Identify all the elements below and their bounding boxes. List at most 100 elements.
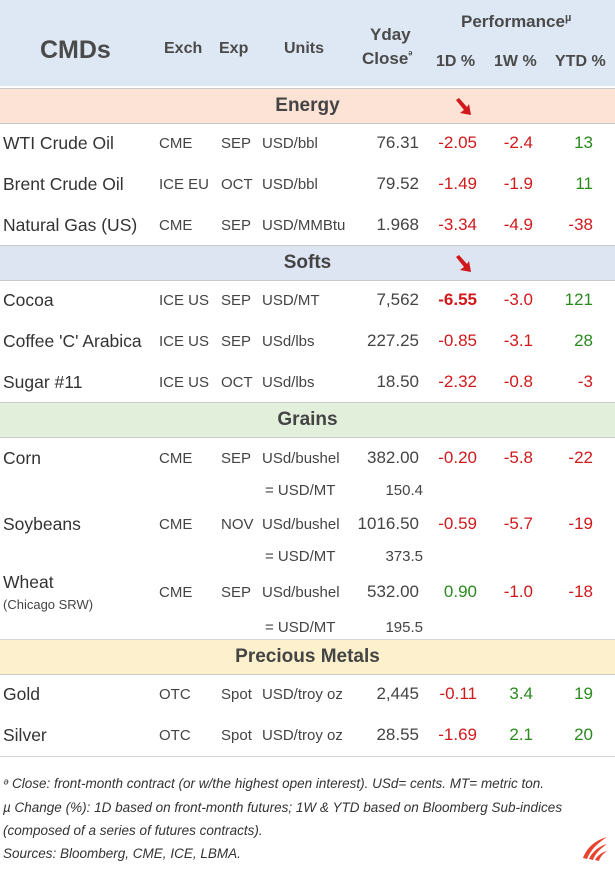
row-name: Sugar #11 <box>3 372 83 392</box>
section-title: Grains <box>277 409 338 430</box>
row-1d: -1.49 <box>438 174 477 193</box>
row-close: 79.52 <box>376 174 419 193</box>
row-ytd: -3 <box>577 372 593 391</box>
row-name: Natural Gas (US) <box>3 215 138 235</box>
row-1w: -0.8 <box>503 372 533 391</box>
row-exp: SEP <box>221 292 252 309</box>
col-yday-header-line1: Yday <box>370 25 411 44</box>
footnote-close: ᵊ Close: front-month contract (or w/the … <box>3 776 544 791</box>
row-units: USd/bushel <box>262 516 340 533</box>
performance-header: Performanceµ <box>461 12 572 31</box>
section-band-3: Precious Metals <box>0 639 615 675</box>
row-units: USd/bushel <box>262 584 340 601</box>
row-ytd: 20 <box>574 725 593 744</box>
col-1w-header: 1W % <box>494 53 537 70</box>
row-ytd: -19 <box>568 514 593 533</box>
row-ytd: 13 <box>574 133 593 152</box>
row-exch: ICE EU <box>159 176 210 193</box>
row-ytd: 11 <box>575 174 593 193</box>
row-close: 2,445 <box>376 684 419 703</box>
row-units: USD/MT <box>262 292 320 309</box>
row-close: 76.31 <box>376 133 419 152</box>
row-exp: SEP <box>221 333 252 350</box>
row-name: Silver <box>3 725 47 745</box>
row-close: 227.25 <box>367 331 419 350</box>
section-band-1: Softs <box>0 245 615 281</box>
row-name: Gold <box>3 684 40 704</box>
col-yday-header-line2: Closeᵊ <box>362 49 413 68</box>
row-units: USD/bbl <box>262 176 318 193</box>
row-units: USd/lbs <box>262 333 315 350</box>
row-1w: -5.7 <box>503 514 533 533</box>
row-units: USD/troy oz <box>262 686 343 703</box>
row-1d: 0.90 <box>443 582 477 601</box>
footnote-divider <box>0 756 615 757</box>
row-exp: OCT <box>221 176 253 193</box>
row-1d: -0.11 <box>439 684 478 703</box>
row-exch: ICE US <box>159 292 210 309</box>
section-title: Softs <box>283 252 332 273</box>
col-exch-header: Exch <box>164 40 203 57</box>
row-exch: CME <box>159 217 193 234</box>
row-1d: -0.59 <box>438 514 477 533</box>
row-ytd: -18 <box>568 582 593 601</box>
flame-stripes-logo <box>583 837 607 861</box>
row-close: 28.55 <box>376 725 419 744</box>
row-conversion-value: 195.5 <box>385 619 423 636</box>
row-ytd: 121 <box>564 290 593 309</box>
row-units: USD/bbl <box>262 135 318 152</box>
row-1w: 2.1 <box>509 725 533 744</box>
row-name-sub: (Chicago SRW) <box>3 597 94 612</box>
row-conversion-label: = USD/MT <box>265 619 336 636</box>
row-exch: ICE US <box>159 333 210 350</box>
row-name: Wheat <box>3 572 54 592</box>
row-1d: -1.69 <box>438 725 477 744</box>
row-conversion-label: = USD/MT <box>265 482 336 499</box>
footnote-change-cont: (composed of a series of futures contrac… <box>3 823 263 838</box>
row-exp: SEP <box>221 217 252 234</box>
row-close: 7,562 <box>376 290 419 309</box>
row-exch: OTC <box>159 727 191 744</box>
row-1d: -2.05 <box>438 133 477 152</box>
arrow-down-right-icon <box>456 255 471 272</box>
footnote-sources: Sources: Bloomberg, CME, ICE, LBMA. <box>3 846 241 861</box>
col-units-header: Units <box>284 40 324 57</box>
row-exp: Spot <box>221 686 252 703</box>
row-1w: -2.4 <box>503 133 533 152</box>
row-exch: OTC <box>159 686 191 703</box>
row-conversion-label: = USD/MT <box>265 548 336 565</box>
table-title: CMDs <box>40 36 111 64</box>
row-1w: -4.9 <box>503 215 533 234</box>
row-1w: -1.9 <box>503 174 533 193</box>
row-1w: -5.8 <box>503 448 533 467</box>
section-title: Precious Metals <box>235 646 380 667</box>
row-conversion-value: 373.5 <box>385 548 423 565</box>
row-exp: SEP <box>221 450 252 467</box>
row-units: USd/bushel <box>262 450 340 467</box>
row-1w: -3.0 <box>503 290 533 309</box>
col-ytd-header: YTD % <box>555 53 606 70</box>
row-name: Corn <box>3 448 41 468</box>
row-units: USD/MMBtu <box>262 217 346 234</box>
row-exch: CME <box>159 135 193 152</box>
row-close: 18.50 <box>376 372 419 391</box>
section-band-0: Energy <box>0 88 615 124</box>
col-exp-header: Exp <box>219 40 249 57</box>
row-ytd: 19 <box>574 684 593 703</box>
row-ytd: -22 <box>568 448 593 467</box>
footnote-change: µ Change (%): 1D based on front-month fu… <box>3 800 563 815</box>
row-1d: -3.34 <box>438 215 477 234</box>
row-1d: -0.20 <box>438 448 477 467</box>
row-exch: CME <box>159 516 193 533</box>
row-1w: 3.4 <box>509 684 533 703</box>
row-name: WTI Crude Oil <box>3 133 114 153</box>
row-close: 1016.50 <box>357 514 419 533</box>
row-close: 1.968 <box>376 215 419 234</box>
row-1d: -0.85 <box>438 331 477 350</box>
row-name: Cocoa <box>3 290 54 310</box>
row-exch: ICE US <box>159 374 210 391</box>
row-name: Soybeans <box>3 514 81 534</box>
row-exp: SEP <box>221 135 252 152</box>
grains-bottom-rule <box>0 639 615 640</box>
row-1d: -6.55 <box>438 290 477 309</box>
